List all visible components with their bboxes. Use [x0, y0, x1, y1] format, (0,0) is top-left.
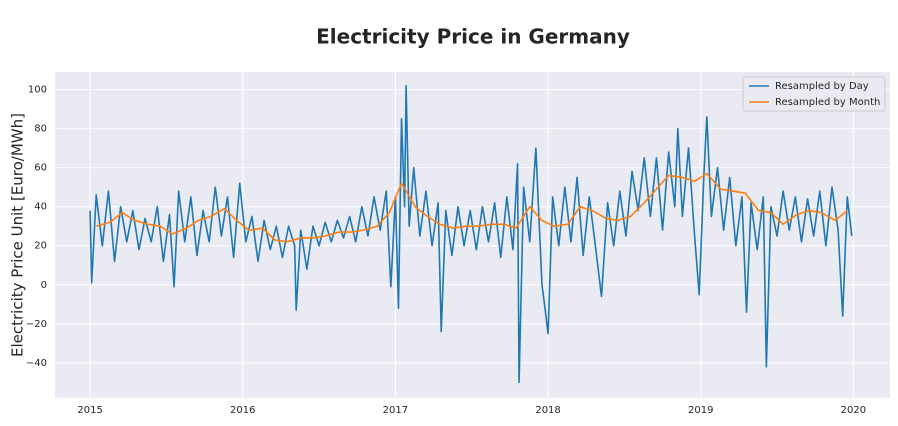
y-tick-label: 40 — [34, 202, 47, 213]
y-tick-label: 100 — [28, 85, 47, 96]
y-tick-label: 60 — [34, 163, 47, 174]
y-axis-label: Electricity Price Unit [Euro/MWh] — [9, 113, 27, 357]
data-line — [96, 172, 848, 243]
y-tick-label: −20 — [26, 319, 47, 330]
chart-title: Electricity Price in Germany — [316, 25, 630, 49]
data-line — [89, 84, 853, 384]
x-tick-label: 2016 — [230, 405, 255, 416]
y-tick-label: 80 — [34, 124, 47, 135]
x-tick-label: 2017 — [383, 405, 408, 416]
y-tick-label: 0 — [41, 280, 47, 291]
legend-label: Resampled by Month — [775, 97, 880, 108]
legend-box — [742, 76, 886, 112]
legend-label: Resampled by Day — [775, 81, 869, 92]
x-tick-label: 2018 — [535, 405, 560, 416]
x-tick-label: 2019 — [688, 405, 713, 416]
x-tick-label: 2020 — [841, 405, 866, 416]
x-tick-label: 2015 — [77, 405, 102, 416]
y-tick-label: −40 — [26, 358, 47, 369]
y-tick-label: 20 — [34, 241, 47, 252]
